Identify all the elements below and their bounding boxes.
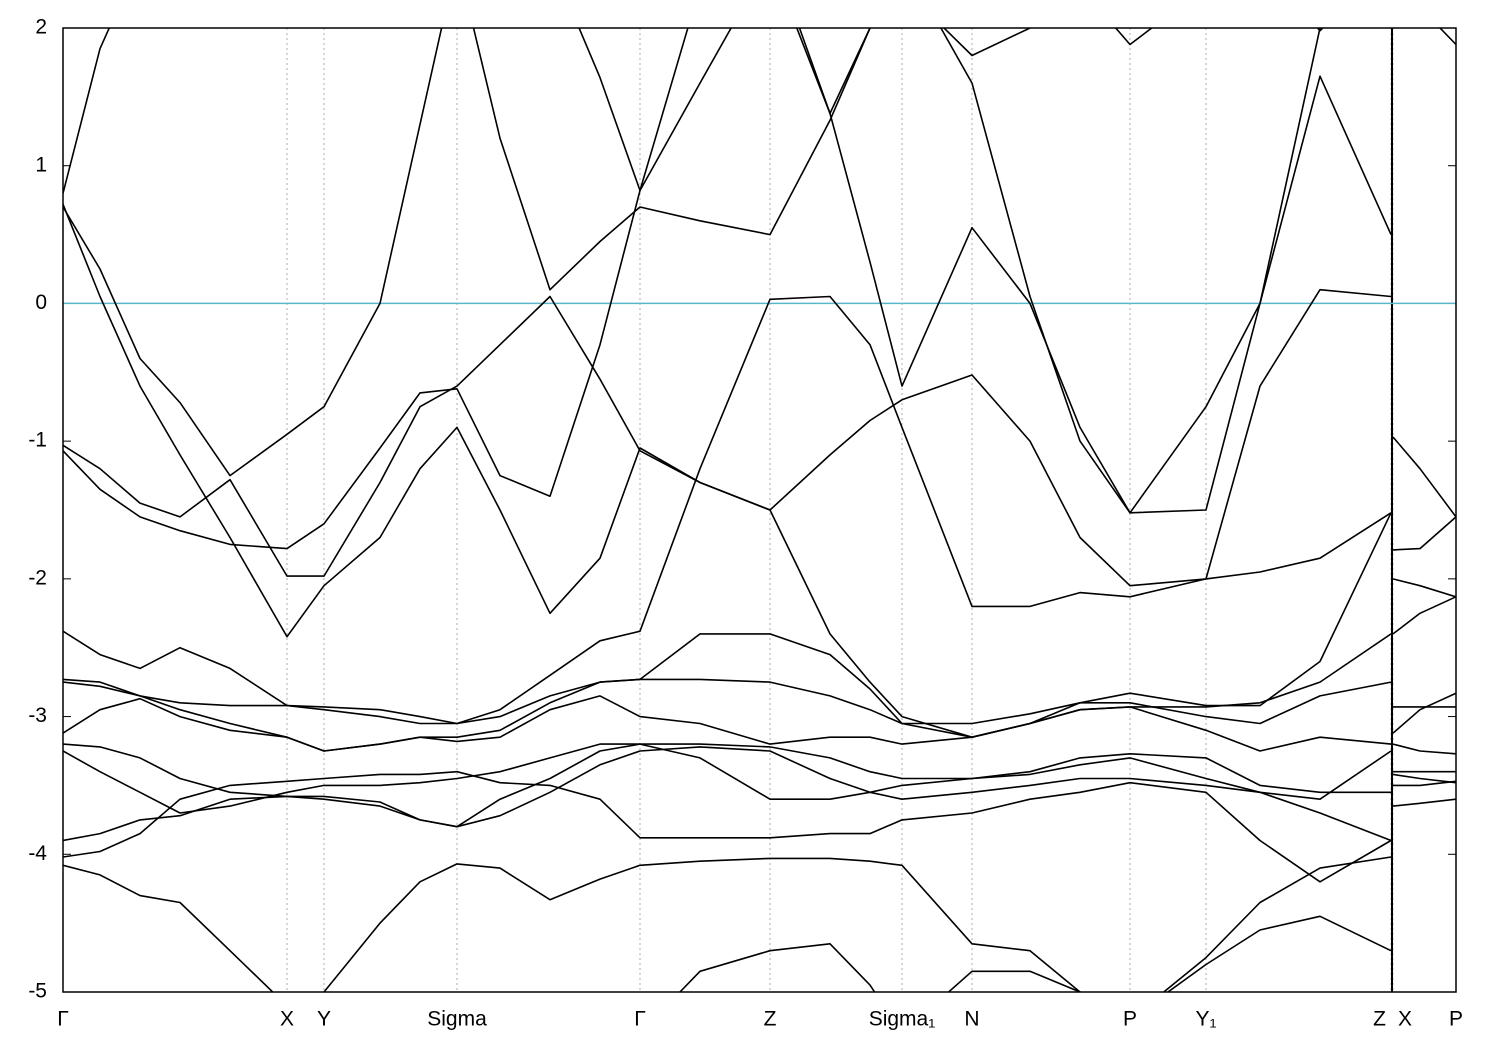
x-tick-label: X	[1398, 1008, 1412, 1031]
band-line	[63, 743, 1456, 814]
band-line	[63, 743, 1456, 828]
band-line	[678, 915, 1392, 992]
x-tick-label: Sigma₁	[869, 1008, 936, 1031]
x-tick-label: Z	[1373, 1008, 1386, 1031]
plot-frame	[62, 27, 1457, 993]
band-line	[63, 295, 1456, 738]
band-line	[63, 770, 1392, 883]
y-tick-label: -3	[28, 704, 47, 727]
y-tick-label: -4	[28, 842, 47, 865]
bands	[63, 28, 1456, 992]
x-tick-label: Z	[764, 1008, 777, 1031]
x-tick-label: Sigma	[427, 1008, 487, 1031]
x-tick-label: Γ	[57, 1008, 69, 1031]
labels: 210-1-2-3-4-5Γ X Y Sigma Γ Z Sigma₁ N P Y₁ Z X P	[28, 16, 1463, 1031]
y-tick-label: 2	[35, 16, 47, 39]
y-tick-label: 0	[35, 291, 47, 314]
x-tick-label: P	[1123, 1008, 1137, 1031]
y-tick-label: -1	[28, 429, 47, 452]
y-tick-label: -5	[28, 980, 47, 1003]
band-line	[63, 28, 1456, 598]
y-tick-label: -2	[28, 566, 47, 589]
x-tick-label: Γ	[634, 1008, 646, 1031]
band-line	[63, 295, 1456, 725]
band-line	[63, 28, 1456, 514]
x-tick-label: Y₁	[1195, 1008, 1216, 1031]
x-tick-label: X	[280, 1008, 294, 1031]
grid	[62, 27, 1457, 993]
band-line	[63, 204, 1456, 734]
band-line	[63, 28, 1456, 518]
x-tick-label: P	[1449, 1008, 1463, 1031]
band-line	[63, 633, 1456, 752]
x-tick-label: Y	[317, 1008, 331, 1031]
band-line	[63, 746, 1456, 842]
band-line	[63, 856, 1392, 992]
band-line	[63, 678, 1456, 755]
band-line	[63, 695, 1456, 773]
x-tick-label: N	[964, 1008, 979, 1031]
y-tick-label: 1	[35, 153, 47, 176]
